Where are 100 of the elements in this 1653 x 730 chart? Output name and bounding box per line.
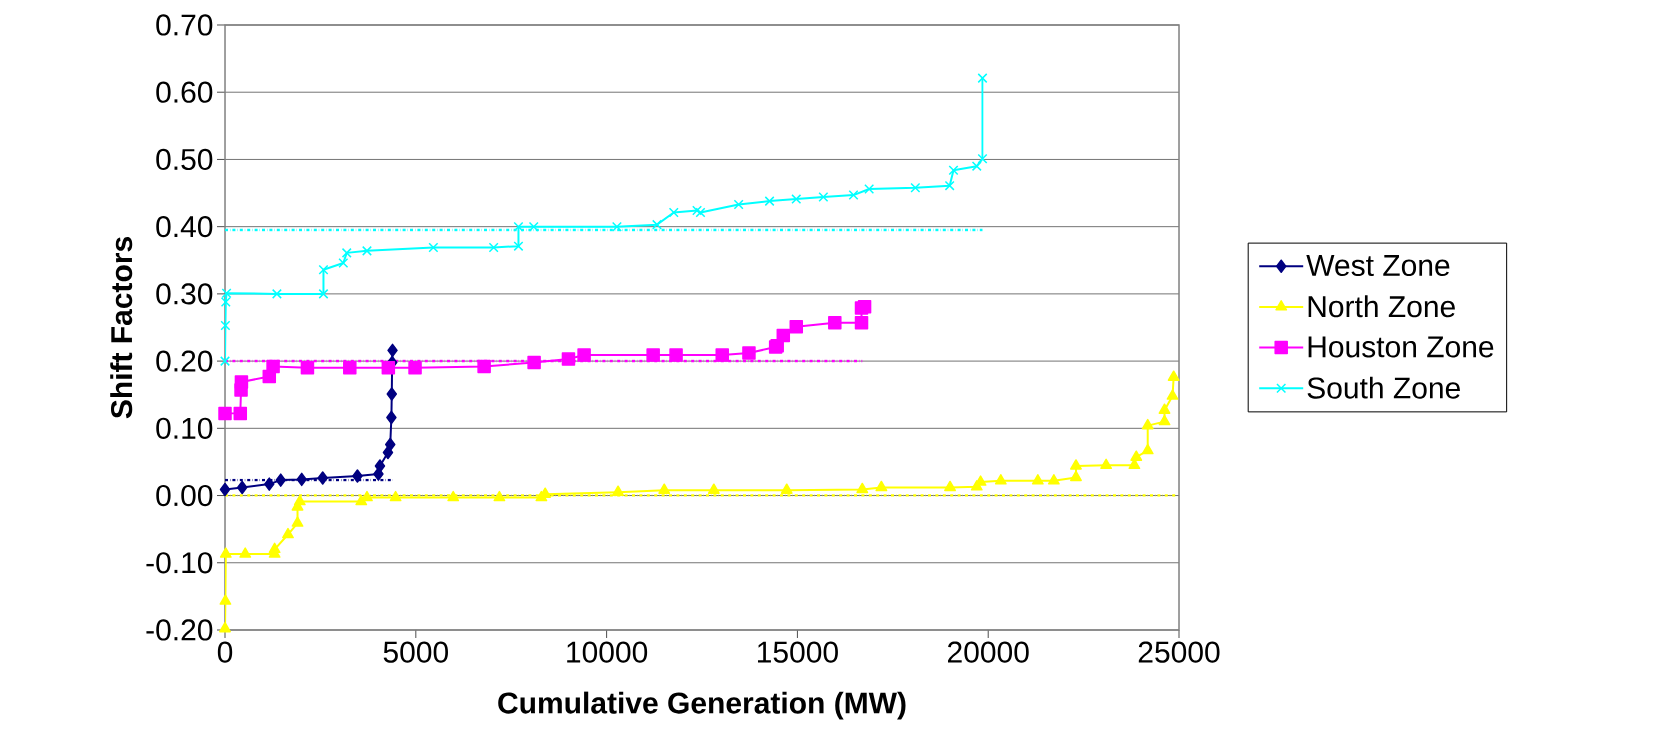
point xyxy=(233,406,248,421)
y-tick-label: 0.50 xyxy=(156,148,213,171)
point xyxy=(219,482,231,497)
x-tick-label: 20000 xyxy=(948,641,1029,663)
point xyxy=(1070,459,1082,470)
point xyxy=(291,516,304,527)
point xyxy=(1167,370,1180,381)
point xyxy=(1166,389,1179,400)
x-tick-label: 5000 xyxy=(383,641,448,663)
y-axis-title: Shift Factors xyxy=(110,237,133,419)
point xyxy=(386,387,398,401)
point xyxy=(219,547,232,558)
point xyxy=(791,194,802,205)
point xyxy=(352,469,363,483)
y-tick-label: -0.10 xyxy=(146,552,213,574)
point xyxy=(1130,450,1143,461)
point xyxy=(317,471,328,485)
point xyxy=(864,184,875,195)
x-tick-label: 15000 xyxy=(757,641,838,663)
point xyxy=(282,527,294,539)
point xyxy=(646,348,660,362)
point xyxy=(528,221,539,232)
point xyxy=(651,219,662,230)
point xyxy=(527,355,541,370)
point xyxy=(428,242,439,253)
point xyxy=(239,547,252,558)
point xyxy=(948,165,959,176)
point xyxy=(385,437,396,452)
point xyxy=(361,245,372,256)
point xyxy=(374,459,386,473)
point xyxy=(828,316,842,330)
legend-label: North Zone xyxy=(1308,295,1455,318)
point xyxy=(875,480,888,492)
point xyxy=(488,242,499,253)
point xyxy=(854,316,869,330)
point xyxy=(707,483,720,494)
y-tick-label: 0.60 xyxy=(156,81,213,103)
point xyxy=(789,320,804,334)
point xyxy=(612,485,625,496)
point xyxy=(715,348,729,362)
point xyxy=(221,288,232,299)
legend-label: Houston Zone xyxy=(1308,336,1494,358)
point xyxy=(386,410,397,425)
point xyxy=(220,356,231,367)
point xyxy=(381,361,396,375)
point xyxy=(910,182,921,193)
x-tick-label: 25000 xyxy=(1138,641,1220,663)
point xyxy=(668,207,679,218)
y-tick-label: 0.70 xyxy=(156,14,213,36)
point xyxy=(234,375,249,389)
point xyxy=(296,472,307,487)
y-tick-label: 0.10 xyxy=(156,417,213,439)
point xyxy=(293,494,306,506)
point xyxy=(1158,414,1171,426)
point xyxy=(1070,470,1082,482)
point xyxy=(944,180,955,191)
point xyxy=(271,288,282,299)
point xyxy=(447,490,460,502)
point xyxy=(764,196,775,207)
legend-label: West Zone xyxy=(1306,255,1450,277)
point xyxy=(477,359,491,374)
point xyxy=(236,480,248,495)
x-axis-title: Cumulative Generation (MW) xyxy=(498,691,906,720)
x-tick-label: 0 xyxy=(217,641,233,663)
point xyxy=(848,190,859,201)
point xyxy=(611,221,622,232)
y-tick-label: 0.20 xyxy=(156,350,213,372)
point xyxy=(1031,474,1044,485)
legend-label: South Zone xyxy=(1307,376,1460,399)
point xyxy=(219,594,232,605)
y-tick-label: -0.20 xyxy=(146,619,213,641)
point xyxy=(343,361,357,375)
point xyxy=(977,73,988,84)
point xyxy=(776,328,791,343)
y-tick-label: 0.30 xyxy=(156,283,213,305)
point xyxy=(300,361,315,375)
point xyxy=(1158,403,1171,414)
point xyxy=(264,477,275,491)
point xyxy=(338,257,349,268)
point xyxy=(318,288,329,299)
point xyxy=(944,480,956,492)
point xyxy=(780,483,793,494)
y-tick-label: 0.40 xyxy=(156,216,213,238)
point xyxy=(1141,443,1154,455)
point xyxy=(513,221,524,232)
point xyxy=(994,474,1007,485)
point xyxy=(1100,458,1113,470)
point xyxy=(318,264,329,275)
point xyxy=(561,352,576,366)
point xyxy=(389,490,402,502)
point xyxy=(275,473,286,487)
point xyxy=(577,348,591,362)
point xyxy=(856,482,869,494)
point xyxy=(658,483,671,494)
point xyxy=(513,241,524,252)
point xyxy=(220,296,231,307)
point xyxy=(742,346,756,360)
point xyxy=(818,192,829,203)
point xyxy=(387,343,398,358)
point xyxy=(1047,474,1060,485)
